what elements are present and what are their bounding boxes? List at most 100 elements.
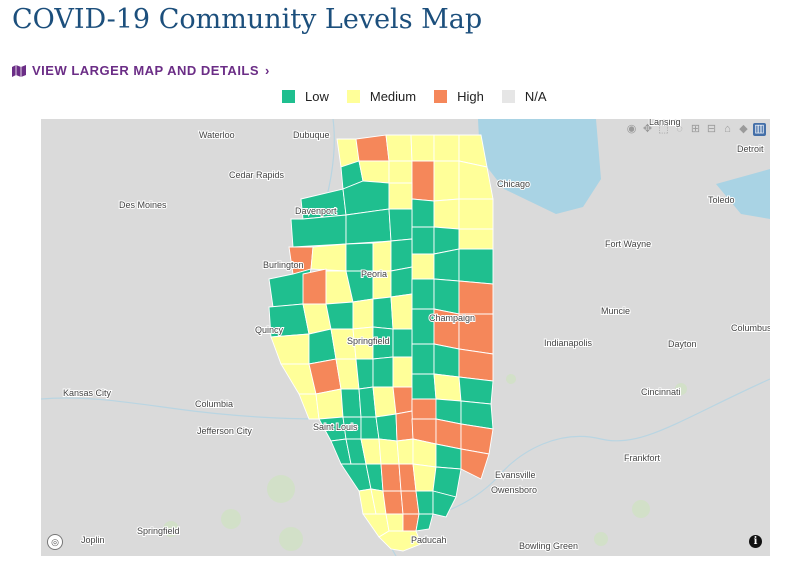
legend-item-high[interactable]: High	[434, 89, 484, 104]
county-7[interactable]	[358, 160, 390, 184]
county-31[interactable]	[458, 248, 494, 285]
map-canvas[interactable]: Waterloo Dubuque Cedar Rapids Des Moines Dav…	[41, 119, 770, 556]
county-106[interactable]	[385, 513, 404, 532]
county-16[interactable]	[433, 198, 460, 230]
park-area-0	[267, 475, 295, 503]
city-label-26: Joplin	[81, 535, 105, 545]
tag-icon[interactable]: ◆	[739, 123, 748, 135]
county-43[interactable]	[325, 301, 354, 330]
city-label-25: Owensboro	[491, 485, 537, 495]
park-area-3	[632, 500, 650, 518]
city-label-14: Muncie	[601, 306, 630, 316]
legend-swatch-na	[501, 90, 515, 103]
zoom-in-icon[interactable]: ⊞	[690, 123, 701, 135]
city-labels: Waterloo Dubuque Cedar Rapids Des Moines Dav…	[62, 119, 770, 552]
county-97[interactable]	[412, 463, 437, 492]
county-62[interactable]	[355, 358, 374, 390]
county-4[interactable]	[433, 134, 460, 162]
county-73[interactable]	[392, 386, 413, 415]
legend-item-na[interactable]: N/A	[501, 89, 547, 104]
county-10[interactable]	[433, 160, 460, 202]
county-19[interactable]	[345, 208, 392, 245]
county-45[interactable]	[372, 296, 394, 330]
legend-item-medium[interactable]: Medium	[346, 89, 416, 104]
county-3[interactable]	[410, 134, 435, 162]
county-44[interactable]	[352, 298, 374, 330]
county-104[interactable]	[432, 490, 457, 518]
county-70[interactable]	[340, 388, 362, 418]
page-title: COVID-19 Community Levels Map	[12, 4, 483, 35]
county-72[interactable]	[372, 386, 397, 418]
city-label-15: Columbus	[731, 323, 770, 333]
home-icon[interactable]: ⌂	[724, 123, 731, 135]
county-15[interactable]	[411, 198, 435, 228]
box-select-icon[interactable]: ⬚	[658, 123, 669, 135]
city-label-8: Springfield	[347, 336, 390, 346]
county-80[interactable]	[375, 413, 398, 442]
county-108[interactable]	[415, 513, 434, 532]
camera-icon[interactable]: ◉	[626, 123, 637, 135]
city-label-24: Evansville	[495, 470, 536, 480]
county-56[interactable]	[411, 343, 435, 375]
county-46[interactable]	[390, 293, 413, 330]
legend-swatch-low	[282, 90, 295, 103]
county-63[interactable]	[372, 356, 394, 388]
county-58[interactable]	[458, 348, 494, 382]
county-66[interactable]	[433, 373, 462, 402]
county-23[interactable]	[458, 228, 494, 250]
county-101[interactable]	[382, 490, 404, 515]
county-37[interactable]	[390, 266, 413, 298]
county-40[interactable]	[458, 280, 494, 315]
county-14[interactable]	[388, 182, 413, 210]
county-27[interactable]	[372, 240, 392, 272]
city-label-29: Bowling Green	[519, 541, 578, 551]
county-92[interactable]	[460, 448, 490, 480]
county-26[interactable]	[345, 242, 374, 272]
city-label-12: Detroit	[737, 144, 764, 154]
county-88[interactable]	[378, 438, 400, 465]
legend: Low Medium High N/A	[282, 89, 565, 104]
park-area-5	[279, 527, 303, 551]
zoom-out-icon[interactable]: ⊟	[706, 123, 717, 135]
county-57[interactable]	[433, 343, 460, 378]
map-svg[interactable]: Waterloo Dubuque Cedar Rapids Des Moines Dav…	[41, 119, 770, 556]
county-74[interactable]	[411, 398, 437, 420]
county-55[interactable]	[392, 328, 413, 358]
info-icon[interactable]: i	[749, 535, 762, 548]
county-39[interactable]	[433, 278, 460, 315]
county-67[interactable]	[458, 376, 494, 405]
county-30[interactable]	[433, 248, 460, 282]
map-toolbar: ◉ ✥ ⬚ ◌ ⊞ ⊟ ⌂ ◆ ▥	[625, 123, 766, 136]
county-17[interactable]	[458, 198, 494, 230]
county-109[interactable]	[378, 530, 422, 552]
county-2[interactable]	[385, 134, 413, 162]
county-18[interactable]	[290, 214, 347, 248]
county-69[interactable]	[315, 388, 344, 420]
park-area-2	[163, 521, 179, 537]
legend-item-low[interactable]: Low	[282, 89, 329, 104]
county-81[interactable]	[395, 410, 414, 442]
county-29[interactable]	[411, 253, 435, 280]
county-28[interactable]	[390, 238, 413, 272]
county-103[interactable]	[415, 490, 434, 515]
county-90[interactable]	[412, 438, 437, 468]
county-95[interactable]	[380, 463, 402, 492]
county-89[interactable]	[396, 438, 414, 465]
pan-icon[interactable]: ✥	[642, 123, 653, 135]
county-25[interactable]	[310, 243, 347, 272]
county-33[interactable]	[302, 268, 327, 305]
county-1[interactable]	[355, 134, 390, 162]
view-larger-map-link[interactable]: VIEW LARGER MAP AND DETAILS ›	[12, 63, 270, 78]
county-9[interactable]	[411, 160, 435, 202]
mapbox-logo-icon: ◎	[47, 534, 63, 550]
county-65[interactable]	[411, 373, 437, 400]
city-label-0: Waterloo	[199, 130, 235, 140]
county-21[interactable]	[411, 226, 435, 255]
county-64[interactable]	[392, 356, 413, 388]
city-label-20: Jefferson City	[197, 426, 252, 436]
lasso-icon[interactable]: ◌	[676, 123, 683, 135]
county-20[interactable]	[388, 208, 413, 242]
plotly-logo-icon[interactable]: ▥	[753, 123, 766, 136]
county-8[interactable]	[388, 160, 413, 184]
county-38[interactable]	[411, 278, 435, 310]
